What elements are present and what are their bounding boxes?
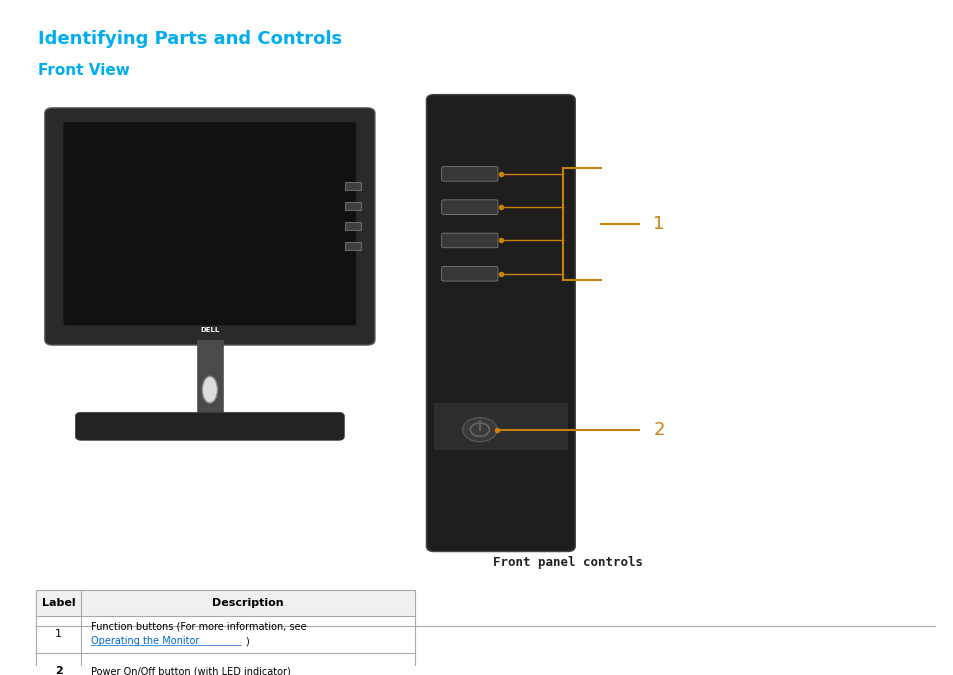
Bar [434,403,567,450]
Text: ): ) [245,636,249,646]
Text: Label: Label [42,598,75,608]
Text: Function buttons (For more information, see: Function buttons (For more information, … [91,622,309,632]
Bar [36,589,415,675]
Text: 2: 2 [653,421,664,439]
Text: Identifying Parts and Controls: Identifying Parts and Controls [38,30,342,48]
FancyBboxPatch shape [64,123,355,325]
FancyBboxPatch shape [345,182,361,190]
FancyBboxPatch shape [441,167,497,181]
Text: 1: 1 [55,630,62,639]
Text: DELL: DELL [200,327,219,333]
Text: Operating the Monitor: Operating the Monitor [91,636,199,646]
FancyBboxPatch shape [441,267,497,281]
FancyBboxPatch shape [75,412,344,440]
FancyBboxPatch shape [345,202,361,211]
Text: Power On/Off button (with LED indicator): Power On/Off button (with LED indicator) [91,666,290,675]
FancyBboxPatch shape [441,200,497,215]
Circle shape [462,418,497,441]
Text: Front View: Front View [38,63,130,78]
FancyBboxPatch shape [441,233,497,248]
FancyBboxPatch shape [45,108,375,345]
FancyBboxPatch shape [345,242,361,250]
Text: 2: 2 [54,666,63,675]
Text: 1: 1 [653,215,664,233]
Bar [36,589,415,616]
FancyBboxPatch shape [426,95,575,551]
Text: Description: Description [212,598,284,608]
Text: Front panel controls: Front panel controls [492,556,642,569]
FancyBboxPatch shape [345,223,361,230]
Ellipse shape [202,377,217,403]
Bar [196,340,223,420]
